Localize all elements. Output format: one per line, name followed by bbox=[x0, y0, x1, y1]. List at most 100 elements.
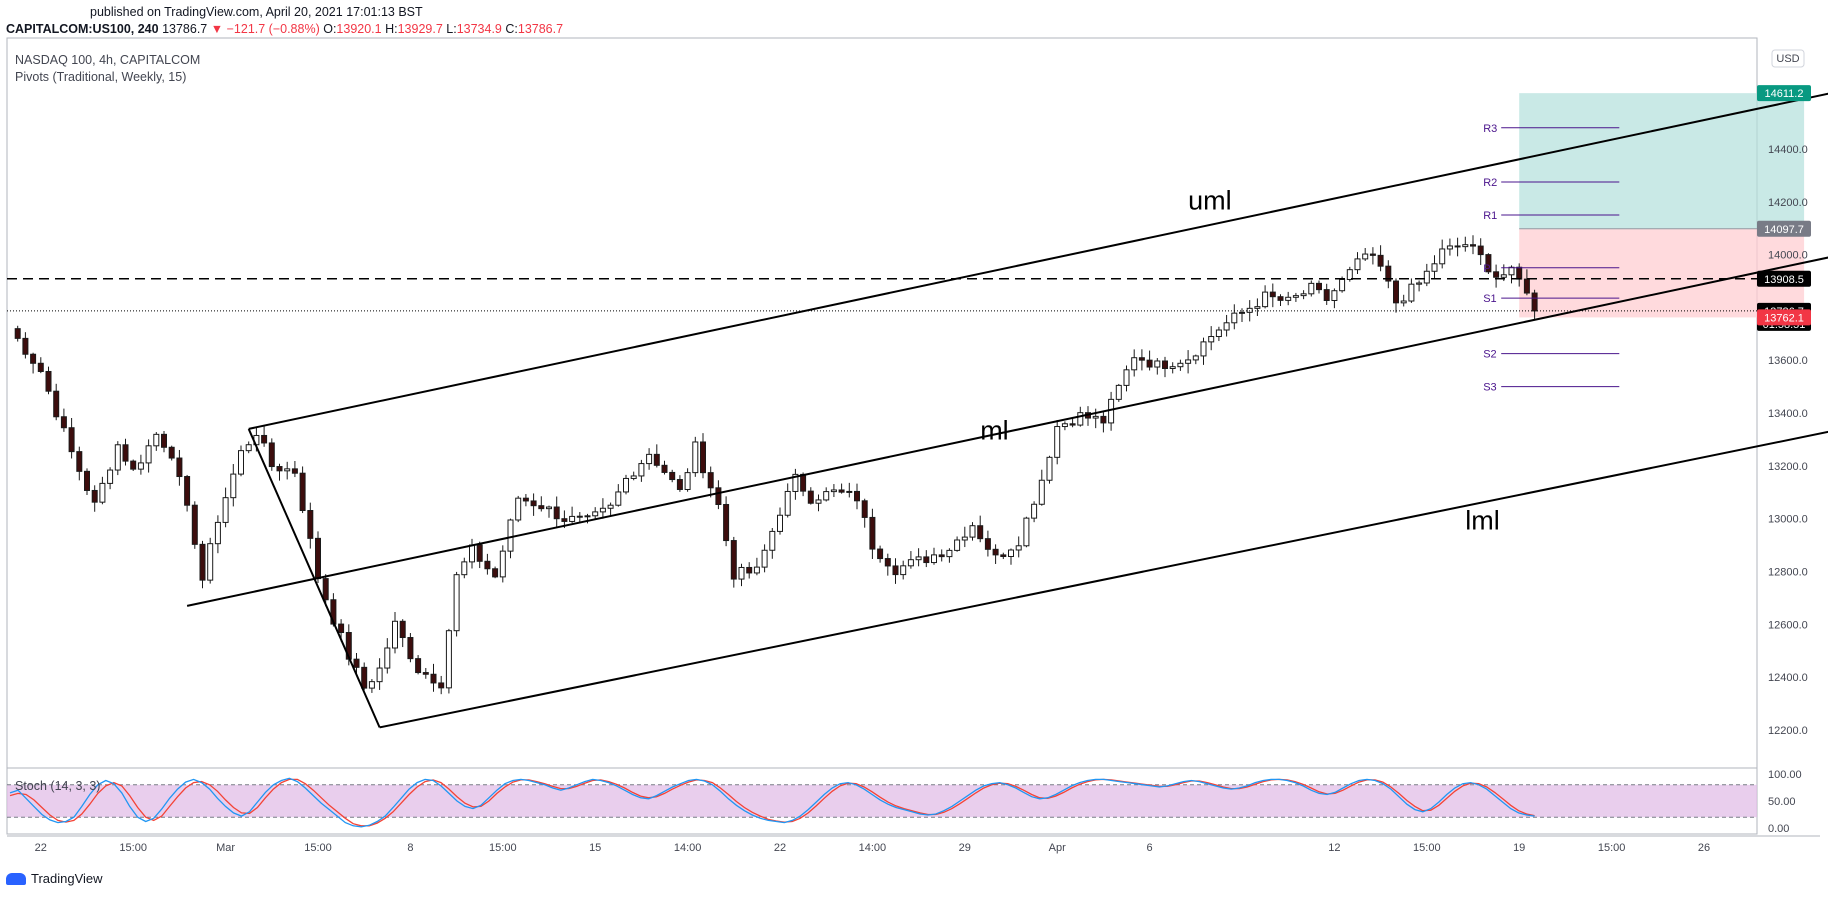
candle-body bbox=[854, 490, 860, 502]
candle-body bbox=[1215, 329, 1222, 338]
candle-body bbox=[1031, 503, 1038, 519]
candle-body bbox=[753, 566, 760, 574]
symbol-header: CAPITALCOM:US100, 240 13786.7 ▼ −121.7 (… bbox=[6, 22, 563, 36]
y-tick-label: 13400.0 bbox=[1768, 408, 1808, 420]
candle-body bbox=[207, 543, 214, 581]
candle-body bbox=[661, 464, 668, 473]
currency-badge[interactable]: USD bbox=[1771, 49, 1805, 68]
price-tag-value: 14611.2 bbox=[1765, 88, 1804, 100]
candle-body bbox=[1000, 554, 1007, 557]
candle-body bbox=[1269, 291, 1276, 298]
candle-body bbox=[1200, 341, 1207, 357]
candle-body bbox=[576, 515, 583, 518]
annotation-ml: ml bbox=[980, 415, 1009, 445]
candle-body bbox=[322, 578, 329, 601]
candle-body bbox=[553, 506, 560, 520]
candle-body bbox=[230, 473, 237, 499]
x-tick-label: Apr bbox=[1049, 842, 1066, 854]
price-tag-value: 14097.7 bbox=[1764, 224, 1804, 236]
price-change: −121.7 (−0.88%) bbox=[226, 22, 320, 36]
candle-body bbox=[1339, 278, 1346, 292]
price-tag-stop: 13762.1 bbox=[1757, 309, 1811, 326]
candle-body bbox=[1092, 415, 1099, 419]
candle-body bbox=[1262, 291, 1269, 308]
tradingview-logo-icon bbox=[6, 872, 26, 885]
candle-body bbox=[1077, 412, 1084, 426]
candle-body bbox=[1493, 271, 1500, 278]
candle-body bbox=[1015, 545, 1022, 551]
candle-body bbox=[707, 472, 714, 489]
candle-body bbox=[938, 554, 945, 558]
footer-brand[interactable]: TradingView bbox=[6, 871, 103, 886]
candle-body bbox=[14, 328, 21, 339]
candle-body bbox=[1485, 254, 1492, 273]
candle-body bbox=[1115, 384, 1122, 400]
candle-body bbox=[777, 514, 783, 532]
candle-body bbox=[399, 620, 406, 639]
candle-body bbox=[730, 540, 737, 580]
candle-body bbox=[961, 536, 968, 541]
x-tick-label: 12 bbox=[1328, 842, 1340, 854]
candle-body bbox=[807, 490, 814, 504]
pivot-label-s3: S3 bbox=[1483, 382, 1496, 394]
candle-body bbox=[353, 658, 360, 668]
candle-body bbox=[107, 469, 114, 484]
candle-body bbox=[1308, 282, 1315, 295]
open-value: 13920.1 bbox=[336, 22, 382, 36]
y-tick-label: 12200.0 bbox=[1768, 725, 1808, 737]
candle-body bbox=[268, 442, 275, 468]
candle-body bbox=[245, 444, 252, 452]
candle-body bbox=[569, 515, 576, 522]
candle-body bbox=[1154, 360, 1161, 368]
candle-body bbox=[1477, 245, 1484, 256]
candle-body bbox=[315, 537, 321, 580]
y-tick-label: 13000.0 bbox=[1768, 514, 1808, 526]
candle-body bbox=[1046, 456, 1053, 481]
candle-body bbox=[407, 637, 414, 660]
annotation-lml: lml bbox=[1465, 505, 1500, 535]
close-label: C: bbox=[505, 22, 518, 36]
candle-body bbox=[784, 490, 791, 516]
candle-body bbox=[1300, 293, 1307, 297]
candle-body bbox=[176, 457, 183, 478]
candle-body bbox=[199, 543, 206, 581]
published-note: published on TradingView.com, April 20, … bbox=[90, 5, 423, 19]
candle-body bbox=[615, 491, 622, 506]
candle-body bbox=[299, 472, 306, 512]
candle-body bbox=[630, 475, 637, 479]
high-label: H: bbox=[385, 22, 398, 36]
candle-body bbox=[907, 559, 914, 567]
candle-body bbox=[1454, 245, 1461, 248]
candle-body bbox=[1277, 296, 1284, 301]
candle-body bbox=[954, 539, 961, 551]
candle-body bbox=[838, 489, 845, 493]
candle-body bbox=[515, 497, 522, 521]
candle-body bbox=[700, 441, 706, 474]
candle-body bbox=[676, 479, 683, 490]
change-arrow-icon: ▼ bbox=[210, 22, 224, 36]
channel-line-uml bbox=[248, 92, 1828, 430]
symbol-name[interactable]: CAPITALCOM:US100, 240 bbox=[6, 22, 159, 36]
candle-body bbox=[99, 482, 106, 503]
candle-body bbox=[1439, 248, 1446, 265]
x-tick-label: 15:00 bbox=[1413, 842, 1441, 854]
candle-body bbox=[1462, 244, 1469, 248]
candle-body bbox=[53, 390, 60, 418]
candle-body bbox=[438, 682, 445, 689]
candle-body bbox=[1446, 245, 1453, 250]
candle-body bbox=[900, 565, 907, 576]
candle-body bbox=[222, 497, 229, 523]
candle-body bbox=[1239, 311, 1245, 314]
annotation-uml: uml bbox=[1188, 186, 1232, 216]
candle-body bbox=[1292, 295, 1299, 298]
candle-body bbox=[492, 568, 499, 578]
candle-body bbox=[761, 549, 768, 568]
y-tick-label: 12400.0 bbox=[1768, 672, 1808, 684]
x-tick-label: 15:00 bbox=[119, 842, 147, 854]
candle-body bbox=[561, 518, 568, 522]
legend-indicator: Pivots (Traditional, Weekly, 15) bbox=[15, 70, 186, 84]
candle-body bbox=[22, 337, 29, 355]
candle-body bbox=[60, 416, 67, 429]
pivot-label-r3: R3 bbox=[1483, 123, 1497, 135]
